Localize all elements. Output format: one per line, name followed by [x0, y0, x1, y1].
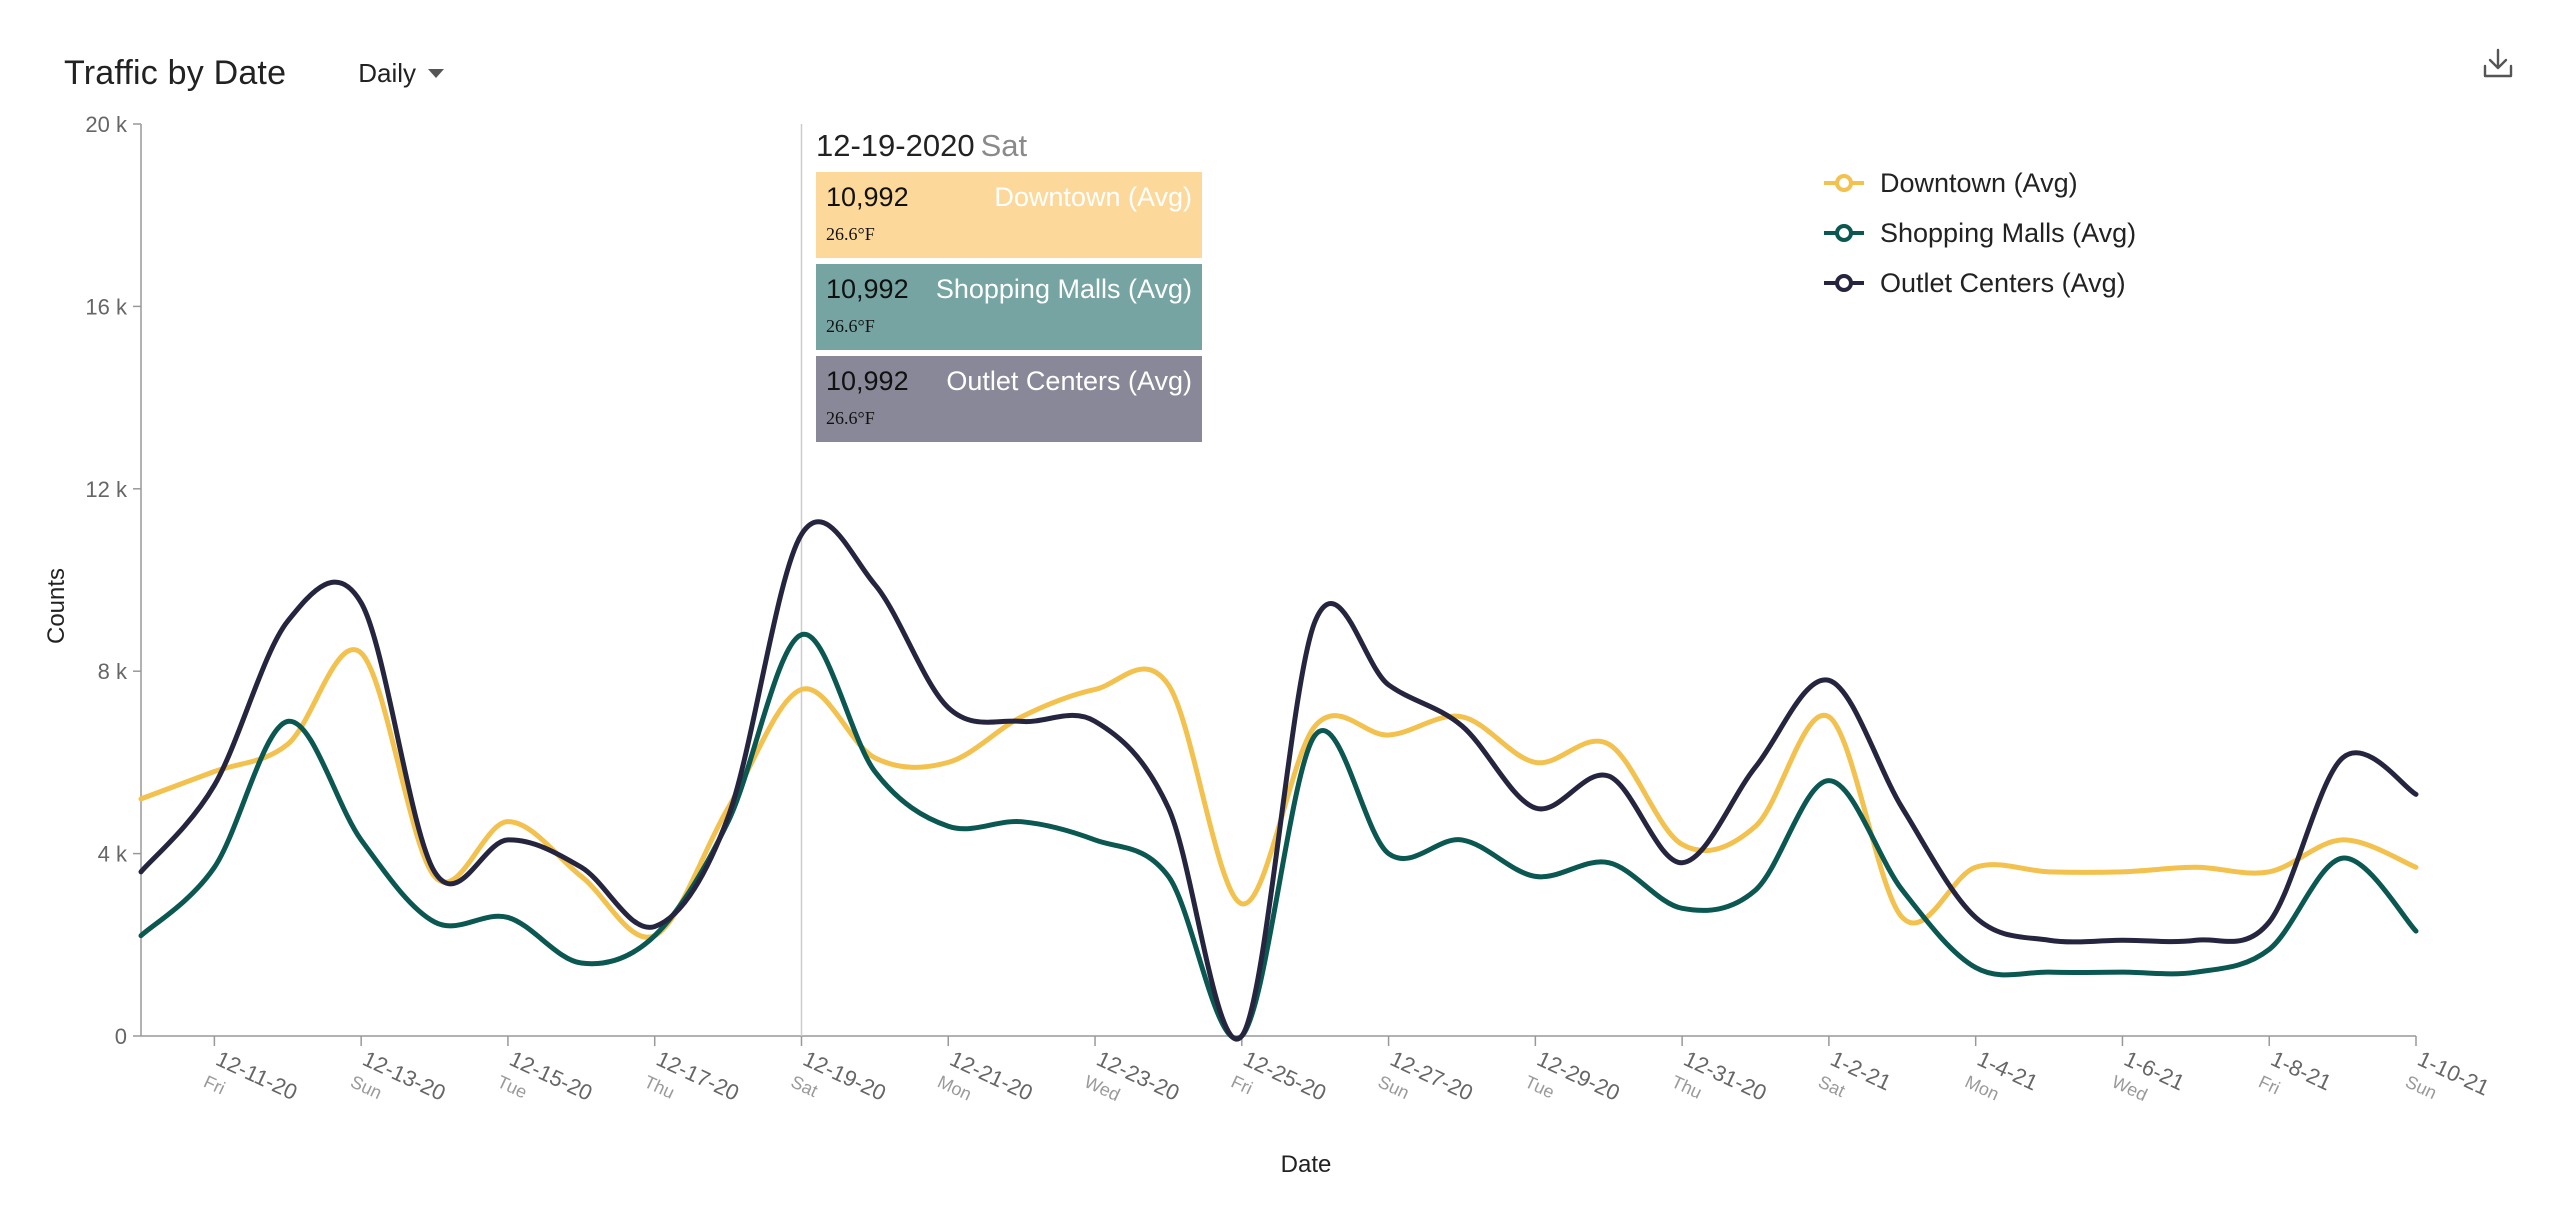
- legend-item-downtown[interactable]: Downtown (Avg): [1822, 158, 2136, 208]
- caret-down-icon: [428, 68, 444, 78]
- period-dropdown-value: Daily: [358, 57, 416, 88]
- y-axis: 0 4 k 8 k 12 k 16 k 20 k: [85, 112, 142, 1049]
- y-tick-label: 8 k: [98, 659, 128, 684]
- legend-marker-icon: [1824, 174, 1864, 192]
- tooltip-card-downtown: 10,992 Downtown (Avg) 26.6°F: [816, 172, 1202, 258]
- legend-label: Shopping Malls (Avg): [1880, 217, 2137, 248]
- tooltip-date: 12-19-2020: [816, 128, 975, 163]
- y-axis-title: Counts: [43, 568, 70, 644]
- legend-marker-icon: [1824, 274, 1864, 292]
- tooltip-temperature: 26.6°F: [826, 408, 875, 428]
- tooltip-date-row: 12-19-2020 Sat: [816, 126, 1202, 166]
- series-line-downtown: [138, 647, 2419, 940]
- tooltip-day: Sat: [980, 128, 1028, 163]
- series-lines: [138, 519, 2419, 1042]
- chart-legend: Downtown (Avg) Shopping Malls (Avg) Outl…: [1822, 158, 2136, 308]
- tooltip-series-name: Outlet Centers (Avg): [946, 366, 1192, 396]
- y-tick-label: 12 k: [85, 477, 128, 502]
- x-tick-day-label: Fri: [1228, 1071, 1255, 1098]
- page-title: Traffic by Date: [64, 53, 287, 92]
- period-dropdown[interactable]: Daily: [358, 58, 444, 89]
- tooltip-value: 10,992: [826, 274, 909, 304]
- tooltip-card-shopping-malls: 10,992 Shopping Malls (Avg) 26.6°F: [816, 264, 1202, 350]
- legend-item-outlet-centers[interactable]: Outlet Centers (Avg): [1822, 258, 2136, 308]
- tooltip-temperature: 26.6°F: [826, 224, 875, 244]
- download-icon[interactable]: [2478, 44, 2518, 84]
- x-tick-label: 12-25-20: [1240, 1046, 1330, 1106]
- x-tick-day-label: Fri: [2256, 1071, 2283, 1098]
- x-axis-title: Date: [1281, 1151, 1332, 1178]
- x-tick-day-label: Fri: [201, 1071, 228, 1098]
- tooltip-series-name: Shopping Malls (Avg): [935, 274, 1192, 304]
- y-tick-label: 16 k: [85, 294, 128, 319]
- series-line-outlet-centers: [138, 519, 2419, 1042]
- legend-marker-icon: [1824, 224, 1864, 242]
- legend-item-shopping-malls[interactable]: Shopping Malls (Avg): [1822, 208, 2136, 258]
- tooltip-value: 10,992: [826, 182, 909, 212]
- tooltip-value: 10,992: [826, 366, 909, 396]
- tooltip-temperature: 26.6°F: [826, 316, 875, 336]
- tooltip-card-outlet-centers: 10,992 Outlet Centers (Avg) 26.6°F: [816, 356, 1202, 442]
- legend-label: Downtown (Avg): [1880, 167, 2078, 198]
- x-tick-label: 12-11-20: [212, 1046, 301, 1105]
- y-tick-label: 0: [115, 1024, 127, 1049]
- legend-label: Outlet Centers (Avg): [1880, 267, 2126, 298]
- y-tick-label: 4 k: [98, 842, 128, 867]
- y-tick-label: 20 k: [85, 112, 128, 137]
- tooltip-series-name: Downtown (Avg): [994, 182, 1192, 212]
- hover-tooltip: 12-19-2020 Sat 10,992 Downtown (Avg) 26.6…: [816, 126, 1202, 442]
- chart-header: Traffic by Date Daily: [64, 48, 444, 98]
